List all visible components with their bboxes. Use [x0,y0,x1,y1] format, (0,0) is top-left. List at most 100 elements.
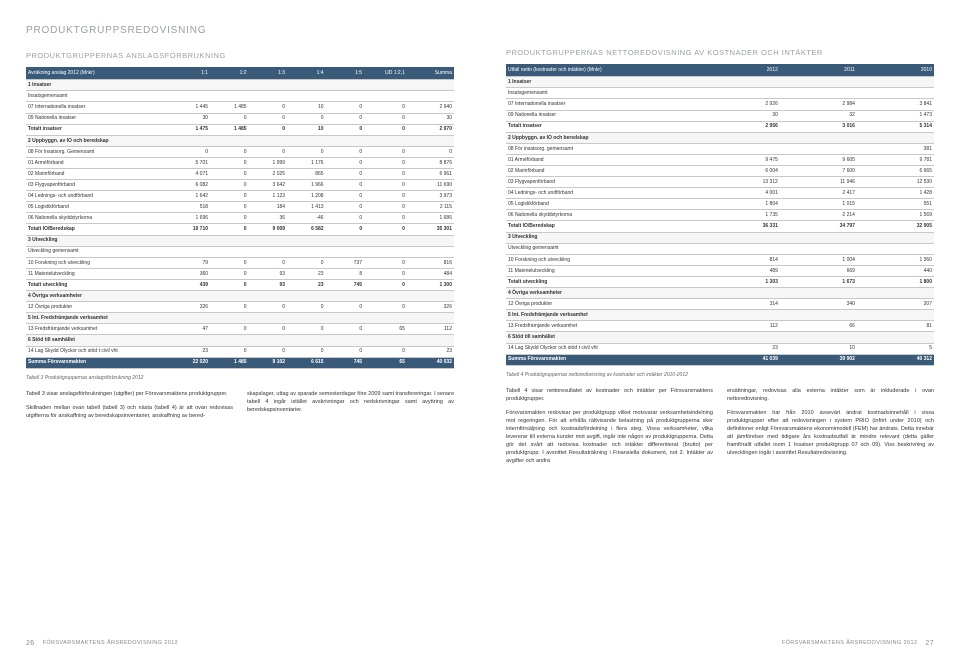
cell: 23 [703,343,780,354]
cell: 09 Nationella insatser [506,110,703,121]
cell: 816 [407,257,454,268]
cell [326,80,365,91]
cell: 0 [326,346,365,357]
cell: 4 071 [172,169,211,180]
cell: 5 Int. Fredsfrämjande verksamhet [26,313,172,324]
cell: 1 360 [857,254,934,265]
caption-right: Tabell 4 Produktgruppernas nettoredovisn… [506,372,934,379]
cell: 11 Materielutveckling [506,265,703,276]
cell: 36 [249,213,288,224]
cell: 1 485 [210,124,249,135]
table-row: 08 För Insatsorg. Gemensamt0000000 [26,146,454,157]
cell: 10 [780,343,857,354]
cell: 3 973 [407,191,454,202]
cell [407,235,454,246]
table-row: Totalt utveckling1 3031 6731 800 [506,276,934,287]
cell [703,243,780,254]
page-num: 26 [26,639,35,648]
cell: 12 Övriga produkter [506,299,703,310]
cell: 0 [364,213,407,224]
cell [210,235,249,246]
table-row: 09 Nationella insatser300000030 [26,113,454,124]
table-row: 3 Utveckling [26,235,454,246]
cell: Utveckling gemensamt [26,246,172,257]
table-row: 13 Fredsfrämjande verksamhet1126681 [506,321,934,332]
cell [364,235,407,246]
cell: 0 [249,324,288,335]
cell: 04 Lednings- och undförband [506,188,703,199]
cell: 0 [364,157,407,168]
cell: 8 [326,268,365,279]
cell: 0 [364,113,407,124]
footer-text: FÖRSVARSMAKTENS ÅRSREDOVISNING 2012 [43,640,179,647]
cell [210,91,249,102]
cell: 207 [857,299,934,310]
cell: 340 [780,299,857,310]
cell: Insatsgemensamt [506,88,703,99]
table-row: 07 Internationella insatser2 9262 9843 8… [506,99,934,110]
cell [407,291,454,302]
col-header: Utfall netto (kostnader och intäkter) (M… [506,64,703,77]
cell: 10 [287,124,326,135]
body-text-left: Tabell 3 visar anslagsförbrukningen (utg… [26,391,454,427]
cell: 0 [249,146,288,157]
cell: 02 Marinförband [26,169,172,180]
cell [249,135,288,146]
cell: 0 [364,124,407,135]
cell: 23 [287,279,326,290]
cell [172,291,211,302]
cell [407,91,454,102]
cell: 8 876 [407,157,454,168]
table-right: Utfall netto (kostnader och intäkter) (M… [506,64,934,366]
cell: 65 [364,357,407,368]
cell: 0 [249,124,288,135]
cell [210,291,249,302]
cell: 518 [172,202,211,213]
cell: 11 946 [780,177,857,188]
cell [287,91,326,102]
cell: 0 [326,302,365,313]
cell: 484 [407,268,454,279]
cell: 2 Uppbyggn. av IO och beredskap [26,135,172,146]
cell [287,235,326,246]
cell [780,332,857,343]
table-row: 03 Flygvapenförband13 31211 94612 530 [506,177,934,188]
cell: 7 600 [780,166,857,177]
table-row: Insatsgemensamt [26,91,454,102]
cell: Totalt insatser [506,121,703,132]
cell [210,313,249,324]
cell: 93 [249,279,288,290]
cell: 01 Arméförband [26,157,172,168]
cell: 1 485 [210,102,249,113]
table-row: Totalt IO/Beredskap19 71009 0096 5820035… [26,224,454,235]
cell [857,243,934,254]
cell: 1 569 [857,210,934,221]
cell: 3 Utveckling [26,235,172,246]
cell: 440 [857,265,934,276]
cell [780,132,857,143]
cell: 0 [210,279,249,290]
table-row: 12 Övriga produkter32600000326 [26,302,454,313]
cell: 3 016 [780,121,857,132]
cell [172,313,211,324]
table-row: 06 Nationella skyddstyrkorna1 7352 2141 … [506,210,934,221]
cell: 381 [857,143,934,154]
footer-right: 27 FÖRSVARSMAKTENS ÅRSREDOVISNING 2012 [782,639,934,648]
cell: 40 032 [407,357,454,368]
cell: 1 015 [780,199,857,210]
cell: 9 475 [703,154,780,165]
cell: 36 331 [703,221,780,232]
cell: Summa Försvarsmakten [26,357,172,368]
cell [172,246,211,257]
cell: -46 [287,213,326,224]
cell: 0 [326,213,365,224]
cell [210,246,249,257]
col-header: UD 1:2,1 [364,67,407,80]
cell: 0 [326,180,365,191]
cell: 0 [210,113,249,124]
cell: 07 Internationella insatser [506,99,703,110]
cell: 360 [172,268,211,279]
cell: 0 [326,202,365,213]
cell: 0 [210,224,249,235]
cell [857,310,934,321]
